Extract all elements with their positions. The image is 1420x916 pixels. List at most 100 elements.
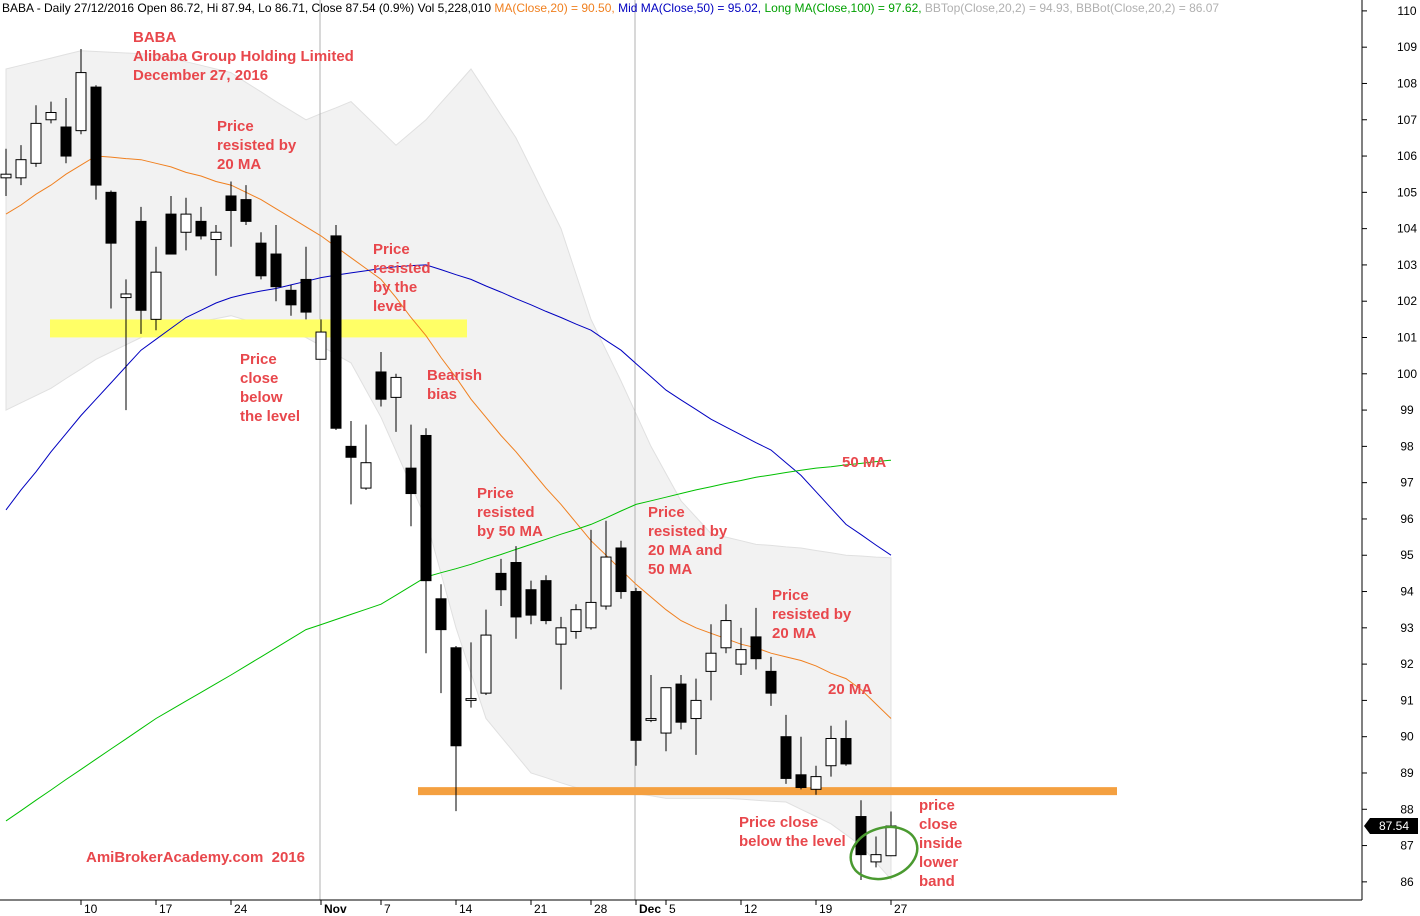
candle-body: [465, 698, 477, 701]
candle-body: [435, 598, 447, 631]
annotation-line: band: [919, 873, 955, 890]
annotation-line: Alibaba Group Holding Limited: [133, 48, 354, 65]
y-tick-label: 103: [1397, 258, 1417, 272]
y-tick-label: 102: [1397, 294, 1417, 308]
annotation-line: resisted: [477, 504, 535, 521]
candle-body: [45, 112, 57, 121]
candle-body: [870, 854, 882, 863]
annotation-line: Price: [772, 587, 809, 604]
candle-body: [600, 556, 612, 607]
annotation-line: lower: [919, 854, 958, 871]
candle-body: [420, 434, 432, 582]
candle-body: [75, 72, 87, 132]
x-tick-label: 27: [894, 902, 908, 916]
levels-layer: [50, 319, 1117, 796]
annotation-line: Price: [648, 504, 685, 521]
y-tick-label: 110: [1397, 4, 1416, 18]
y-tick-label: 108: [1397, 76, 1417, 90]
candle-body: [30, 122, 42, 164]
candle-body: [885, 825, 897, 857]
candle-body: [210, 231, 222, 241]
annotation-line: price: [919, 797, 955, 814]
candle-body: [285, 289, 297, 306]
x-tick-label: 17: [159, 902, 173, 916]
y-tick-label: 88: [1400, 802, 1414, 816]
y-tick-label: 97: [1400, 476, 1414, 490]
moving-average-line: [5, 264, 892, 556]
candle-body: [450, 647, 462, 747]
annotation-line: 50 MA: [648, 561, 692, 578]
candle-body: [585, 601, 597, 629]
y-tick-label: 90: [1400, 730, 1414, 744]
y-tick-label: 93: [1400, 621, 1414, 635]
y-tick-label: 107: [1397, 113, 1417, 127]
lines-layer: [5, 155, 892, 822]
candle-body: [240, 199, 252, 222]
x-tick-label: 28: [594, 902, 608, 916]
annotation-line: the level: [240, 408, 300, 425]
moving-average-line: [5, 155, 892, 719]
annotation-line: Price: [373, 241, 410, 258]
candle-body: [375, 371, 387, 400]
candle-body: [675, 683, 687, 723]
candle-body: [90, 86, 102, 186]
header-segment: MA(Close,20) = 90.50,: [494, 1, 618, 15]
header-segment: Long MA(Close,100) = 97.62,: [764, 1, 924, 15]
candle-body: [720, 620, 732, 649]
candle-body: [300, 278, 312, 313]
candle-body: [255, 242, 267, 277]
candle-body: [330, 235, 342, 429]
candle-body: [270, 253, 282, 288]
annotations-layer: BABA Alibaba Group Holding Limited Decembe…: [86, 29, 962, 890]
candle-body: [540, 580, 552, 622]
y-tick-label: 86: [1400, 875, 1414, 889]
annotation-line: 20 MA: [772, 625, 816, 642]
y-tick-label: 109: [1397, 40, 1417, 54]
candle-body: [480, 634, 492, 694]
candle-body: [690, 699, 702, 720]
y-tick-label: 89: [1400, 766, 1414, 780]
annotation-line: resisted: [373, 260, 431, 277]
header-segment: Mid MA(Close,50) = 95.02,: [618, 1, 764, 15]
moving-average-line: [5, 459, 892, 822]
annotation-line: close: [240, 370, 278, 387]
candle-body: [525, 589, 537, 616]
annotation-line: December 27, 2016: [133, 67, 268, 84]
candle-body: [105, 191, 117, 244]
y-tick-label: 94: [1400, 585, 1414, 599]
annotation-line: resisted by: [648, 523, 728, 540]
annotation-line: by the: [373, 279, 417, 296]
grid-layer: [319, 0, 636, 900]
y-tick-label: 87: [1400, 839, 1414, 853]
candle-body: [405, 467, 417, 495]
price-level: [50, 319, 467, 338]
annotation-line: 20 MA: [828, 681, 872, 698]
candle-body: [570, 609, 582, 632]
y-tick-label: 92: [1400, 657, 1414, 671]
candle-body: [825, 738, 837, 767]
y-tick-label: 96: [1400, 512, 1414, 526]
candle-body: [180, 213, 192, 233]
x-tick-label: Dec: [639, 902, 661, 916]
last-price-label: 87.54: [1379, 819, 1409, 833]
annotation-line: by 50 MA: [477, 523, 543, 540]
y-tick-label: 104: [1397, 222, 1417, 236]
candle-body: [165, 213, 177, 255]
x-tick-label: 21: [534, 902, 548, 916]
x-tick-label: 5: [669, 902, 676, 916]
candle-body: [780, 736, 792, 779]
candle-body: [510, 562, 522, 618]
candle-body: [855, 816, 867, 856]
x-tick-label: 10: [84, 902, 98, 916]
header-segment: BBTop(Close,20,2) = 94.93,: [925, 1, 1076, 15]
x-tick-label: 14: [459, 902, 473, 916]
candle-body: [150, 271, 162, 320]
x-tick-label: 24: [234, 902, 248, 916]
annotation-line: Bearish: [427, 367, 482, 384]
annotation-line: Price close: [739, 814, 818, 831]
annotation-line: resisted by: [217, 137, 297, 154]
annotation-line: AmiBrokerAcademy.com 2016: [86, 849, 305, 866]
price-level: [418, 787, 1117, 796]
